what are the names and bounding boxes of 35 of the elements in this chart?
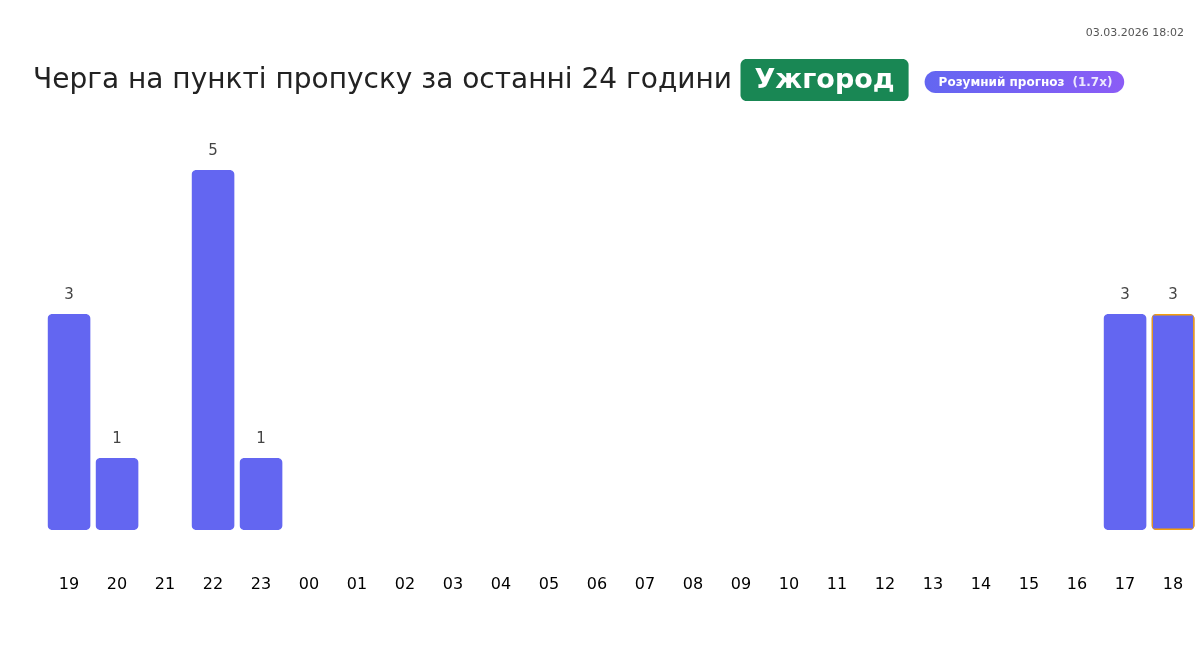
x-tick-label: 00 [298,573,320,593]
data-label: 1 [112,429,122,447]
data-label: 1 [256,429,266,447]
x-tick-label: 12 [874,573,896,593]
x-tick-label: 01 [346,573,368,593]
text: Розумний прогноз [938,75,1065,89]
data-label: 3 [64,285,74,303]
x-tick-label: 21 [154,573,176,593]
x-tick-label: 11 [826,573,848,593]
x-tick-label: 09 [730,573,752,593]
x-tick-label: 03 [442,573,464,593]
x-tick-label: 05 [538,573,560,593]
data-label: 5 [208,141,218,159]
x-tick-label: 16 [1066,573,1088,593]
x-tick-label: 19 [58,573,80,593]
x-tick-label: 04 [490,573,512,593]
x-tick-label: 06 [586,573,608,593]
x-tick-label: 02 [394,573,416,593]
data-label: 3 [1120,285,1130,303]
x-tick-label: 14 [970,573,992,593]
text: (1.7x) [1072,75,1113,89]
x-tick-label: 20 [106,573,128,593]
chart-title: Черга на пункті пропуску за останні 24 години [33,62,732,95]
x-tick-label: 13 [922,573,944,593]
x-tick-label: 17 [1114,573,1136,593]
chart-subtitle: Ужгород [754,63,895,94]
x-tick-label: 22 [202,573,224,593]
x-tick-label: 23 [250,573,272,593]
x-tick-label: 08 [682,573,704,593]
text: 03.03.2026 18:02 [1085,26,1184,39]
x-tick-label: 07 [634,573,656,593]
data-label: 3 [1168,285,1178,303]
x-tick-label: 18 [1162,573,1184,593]
x-tick-label: 15 [1018,573,1040,593]
x-tick-label: 10 [778,573,800,593]
